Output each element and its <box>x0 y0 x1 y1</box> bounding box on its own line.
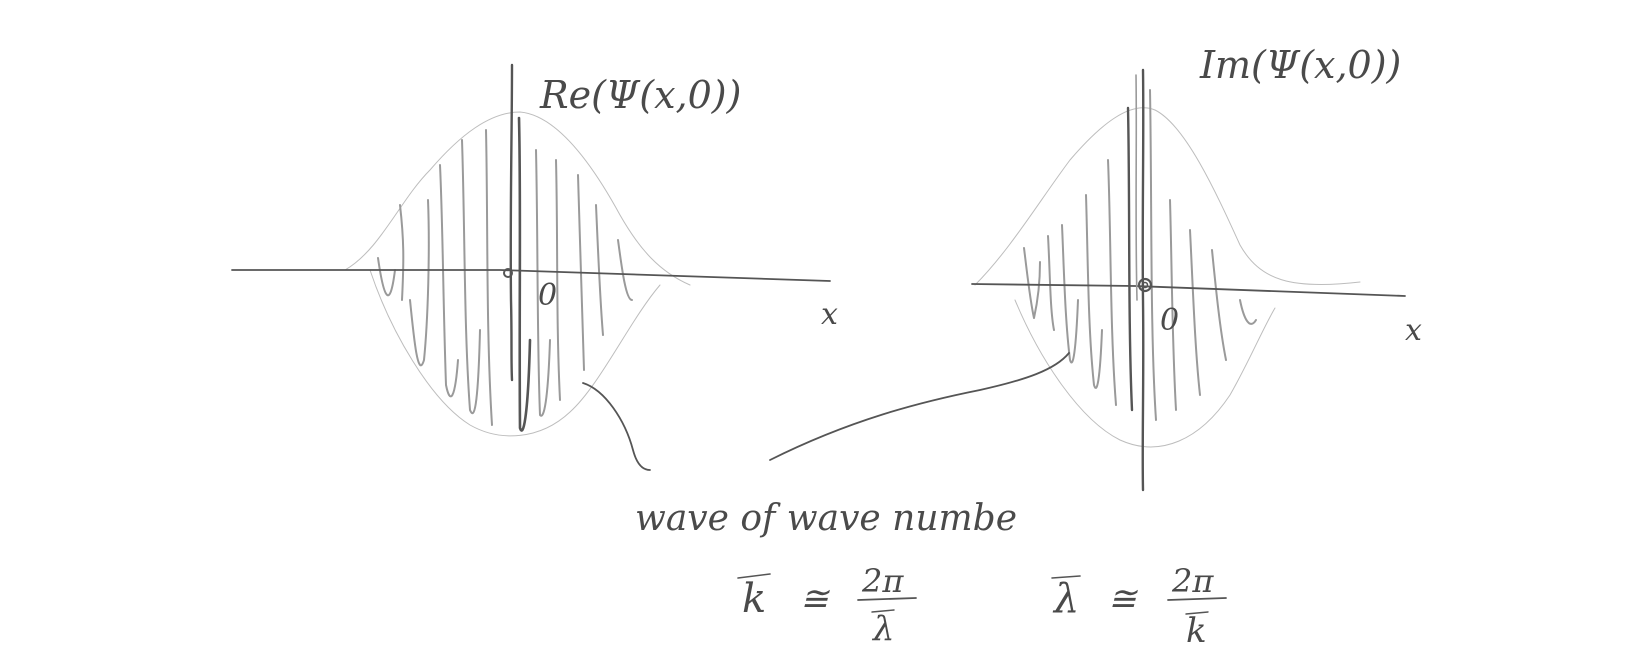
formula-lambda-denominator: k <box>1186 611 1207 651</box>
formula-k: k ≅ 2π λ <box>737 562 917 649</box>
im-axis-title: Im(Ψ(x,0)) <box>1199 43 1401 87</box>
im-oscillation <box>1023 89 1257 421</box>
re-axis-title: Re(Ψ(x,0)) <box>539 73 741 117</box>
re-panel: Re(Ψ(x,0)) 0 x <box>231 63 838 471</box>
formula-lambda-relation: ≅ <box>1108 579 1138 619</box>
formula-k-denominator: λ <box>871 609 895 649</box>
im-origin-marker <box>1137 277 1153 293</box>
re-origin-label: 0 <box>538 278 557 313</box>
formula-k-numerator: 2π <box>861 562 904 600</box>
re-oscillation <box>377 116 633 432</box>
im-x-axis <box>971 283 1406 297</box>
re-origin-marker <box>503 268 513 278</box>
im-y-axis <box>1141 68 1145 492</box>
im-panel: Im(Ψ(x,0)) 0 x <box>769 43 1422 492</box>
formula-lambda-numerator: 2π <box>1171 562 1214 600</box>
im-envelope-lower <box>1014 299 1276 448</box>
formula-lambda-lhs: λ <box>1052 576 1079 622</box>
re-envelope-upper <box>344 111 691 286</box>
formula-k-relation: ≅ <box>800 579 830 619</box>
im-x-label: x <box>1405 313 1422 348</box>
re-pointer-line <box>582 382 651 471</box>
caption-text: wave of wave numbe <box>635 498 1017 539</box>
re-envelope-lower <box>369 269 661 437</box>
formula-k-lhs: k <box>742 576 766 622</box>
formula-lambda: λ ≅ 2π k <box>1051 562 1227 651</box>
formula-lambda-fraction-bar <box>1167 597 1227 601</box>
re-y-axis <box>509 63 514 382</box>
formula-k-fraction-bar <box>857 597 917 601</box>
re-x-label: x <box>821 297 838 332</box>
im-envelope-upper <box>974 107 1361 286</box>
im-pointer-line <box>769 352 1070 461</box>
im-origin-label: 0 <box>1160 303 1179 338</box>
re-x-axis <box>231 269 831 282</box>
